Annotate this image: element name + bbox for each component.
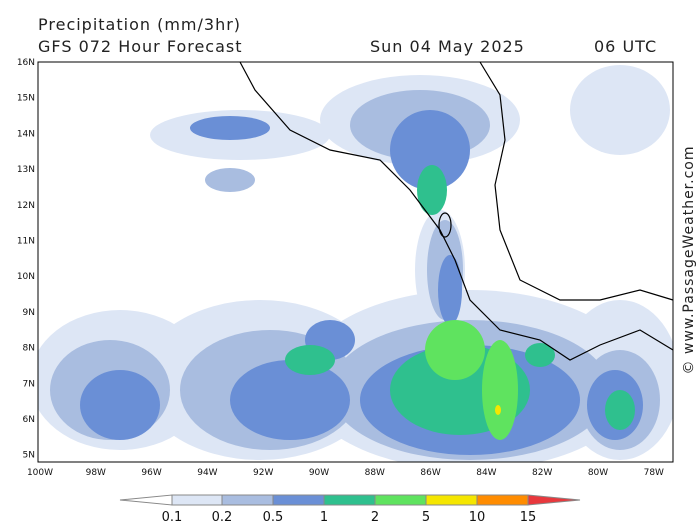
colorbar-label: 0.5 <box>263 510 284 525</box>
model: GFS 072 Hour Forecast <box>38 37 243 56</box>
date: Sun 04 May 2025 <box>370 37 525 56</box>
time: 06 UTC <box>594 37 657 56</box>
lat-label: 12N <box>17 201 35 211</box>
lon-label: 86W <box>420 468 440 478</box>
lon-label: 90W <box>309 468 329 478</box>
map-frame <box>37 61 674 463</box>
lon-label: 92W <box>253 468 273 478</box>
lat-label: 5N <box>23 451 35 461</box>
lat-label: 13N <box>17 165 35 175</box>
watermark: © www.PassageWeather.com <box>681 145 697 374</box>
lon-label: 80W <box>588 468 608 478</box>
lat-label: 14N <box>17 129 35 139</box>
lon-label: 88W <box>365 468 385 478</box>
lon-label: 94W <box>197 468 217 478</box>
lat-label: 10N <box>17 272 35 282</box>
title: Precipitation (mm/3hr) <box>38 15 241 34</box>
colorbar-label: 2 <box>371 510 379 525</box>
colorbar-label: 10 <box>469 510 486 525</box>
colorbar-label: 0.2 <box>212 510 233 525</box>
lon-label: 98W <box>86 468 106 478</box>
lat-label: 6N <box>23 415 35 425</box>
colorbar-label: 0.1 <box>162 510 183 525</box>
lat-label: 11N <box>17 237 35 247</box>
lon-label: 100W <box>27 468 53 478</box>
lat-label: 8N <box>23 344 35 354</box>
precip-field <box>38 62 673 462</box>
colorbar-label: 1 <box>320 510 328 525</box>
colorbar <box>119 494 581 506</box>
lon-label: 84W <box>476 468 496 478</box>
lat-label: 16N <box>17 58 35 68</box>
lat-label: 9N <box>23 308 35 318</box>
lat-label: 15N <box>17 94 35 104</box>
colorbar-label: 5 <box>422 510 430 525</box>
lon-label: 82W <box>532 468 552 478</box>
lon-label: 96W <box>141 468 161 478</box>
coastline <box>239 61 674 361</box>
lon-label: 78W <box>644 468 664 478</box>
colorbar-label: 15 <box>520 510 537 525</box>
lat-label: 7N <box>23 379 35 389</box>
